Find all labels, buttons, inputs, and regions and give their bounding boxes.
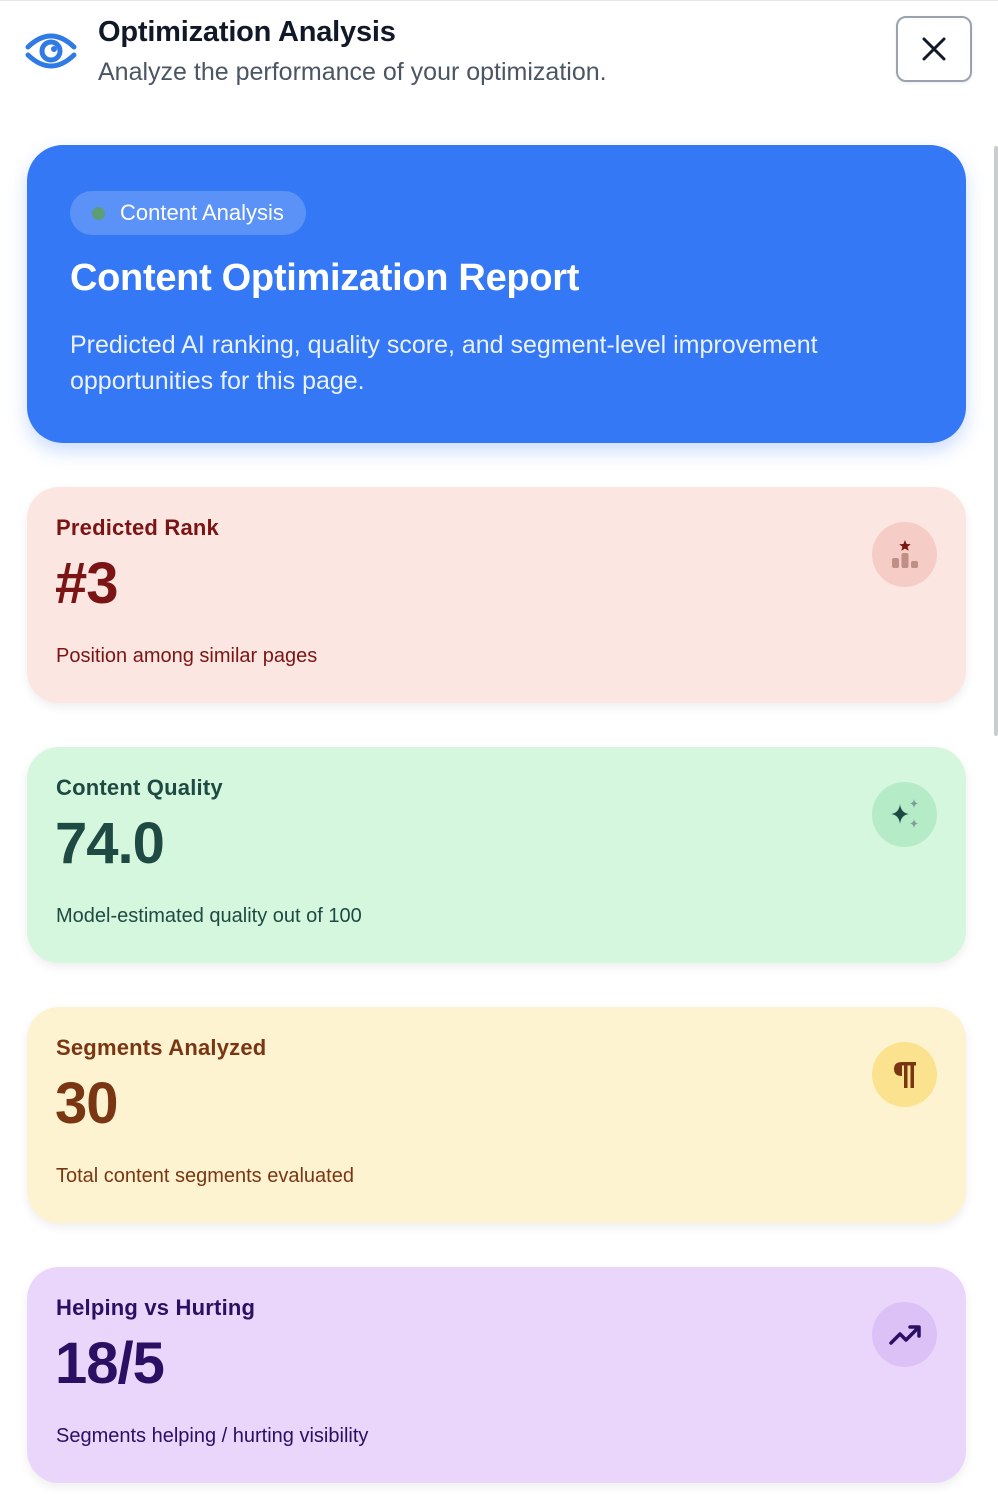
sparkles-icon bbox=[872, 782, 937, 847]
card-description: Total content segments evaluated bbox=[56, 1165, 354, 1187]
trending-up-icon bbox=[872, 1302, 937, 1367]
pilcrow-icon bbox=[872, 1042, 937, 1107]
card-description: Position among similar pages bbox=[56, 645, 318, 667]
close-icon bbox=[922, 37, 946, 61]
content-analysis-badge: Content Analysis bbox=[70, 191, 306, 235]
status-dot bbox=[92, 207, 105, 220]
card-value: 30 bbox=[55, 1071, 119, 1136]
page-title: Optimization Analysis bbox=[98, 16, 396, 48]
top-border bbox=[0, 0, 998, 1]
report-hero-card: Content Analysis Content Optimization Re… bbox=[27, 145, 966, 443]
page-subtitle: Analyze the performance of your optimiza… bbox=[98, 58, 607, 86]
predicted-rank-card: Predicted Rank #3 Position among similar… bbox=[27, 487, 966, 703]
card-value: #3 bbox=[55, 551, 119, 616]
header: Optimization Analysis Analyze the perfor… bbox=[0, 0, 998, 110]
card-value: 74.0 bbox=[55, 811, 165, 876]
card-description: Segments helping / hurting visibility bbox=[56, 1425, 369, 1447]
card-label: Predicted Rank bbox=[56, 515, 219, 540]
card-description: Model-estimated quality out of 100 bbox=[56, 905, 362, 927]
eye-icon bbox=[25, 33, 77, 69]
report-title: Content Optimization Report bbox=[70, 257, 580, 299]
segments-analyzed-card: Segments Analyzed 30 Total content segme… bbox=[27, 1007, 966, 1223]
content-quality-card: Content Quality 74.0 Model-estimated qua… bbox=[27, 747, 966, 963]
card-value: 18/5 bbox=[55, 1331, 165, 1396]
badge-label: Content Analysis bbox=[120, 200, 284, 225]
scrollbar[interactable] bbox=[994, 146, 998, 736]
report-description: Predicted AI ranking, quality score, and… bbox=[70, 331, 818, 395]
podium-icon bbox=[872, 522, 937, 587]
card-label: Helping vs Hurting bbox=[56, 1295, 256, 1320]
close-button[interactable] bbox=[896, 16, 972, 82]
card-label: Segments Analyzed bbox=[56, 1035, 267, 1060]
helping-vs-hurting-card: Helping vs Hurting 18/5 Segments helping… bbox=[27, 1267, 966, 1483]
card-label: Content Quality bbox=[56, 775, 223, 800]
